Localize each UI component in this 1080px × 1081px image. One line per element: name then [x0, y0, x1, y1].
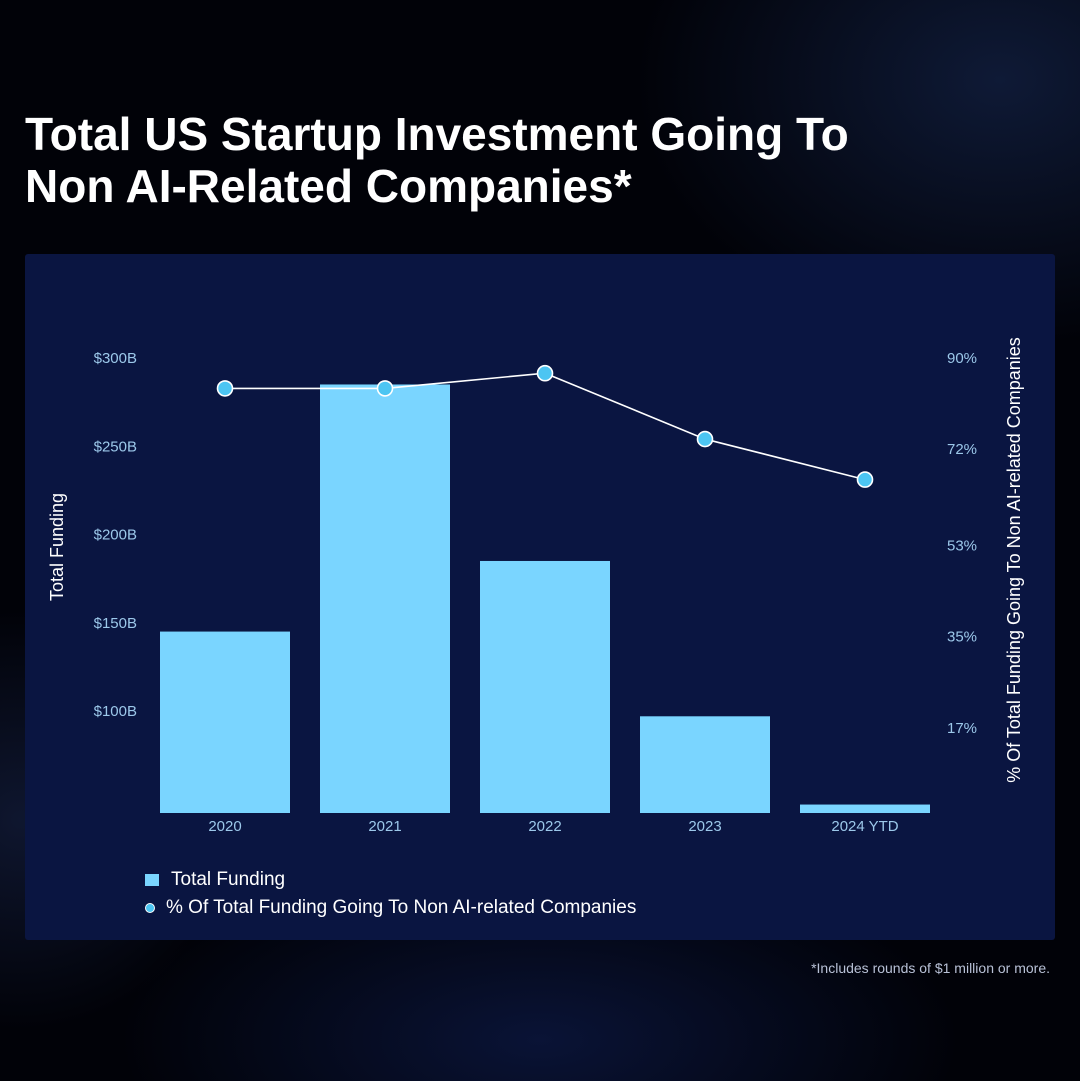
- line-point: [856, 471, 874, 488]
- y-axis-title: Total Funding: [47, 493, 67, 601]
- bar: [160, 631, 290, 813]
- x-tick-label: 2022: [528, 818, 561, 835]
- line-point: [536, 364, 554, 382]
- y-tick-label: $200B: [94, 527, 137, 544]
- legend-item-line: % Of Total Funding Going To Non AI-relat…: [145, 894, 636, 922]
- y2-tick-label: 90%: [947, 350, 977, 367]
- y2-tick-label: 17%: [947, 720, 977, 737]
- footnote: *Includes rounds of $1 million or more.: [811, 960, 1050, 976]
- y2-tick-label: 53%: [947, 537, 977, 554]
- bar: [480, 560, 610, 813]
- line-point: [376, 380, 394, 397]
- y-tick-label: $250B: [94, 438, 137, 455]
- y-tick-label: $100B: [94, 703, 137, 720]
- bar: [320, 384, 450, 813]
- legend: Total Funding % Of Total Funding Going T…: [145, 866, 636, 922]
- legend-bar-swatch: [145, 874, 159, 886]
- x-tick-label: 2023: [688, 818, 721, 835]
- bar: [800, 804, 930, 813]
- line-point: [216, 380, 234, 397]
- chart-title-line-1: Total US Startup Investment Going To: [25, 108, 849, 160]
- x-tick-label: 2024 YTD: [831, 818, 898, 835]
- y2-axis-title: % Of Total Funding Going To Non AI-relat…: [1004, 337, 1024, 783]
- x-tick-label: 2020: [208, 818, 241, 835]
- y2-tick-label: 35%: [947, 629, 977, 646]
- chart-title-line-2: Non AI-Related Companies*: [25, 160, 632, 212]
- bar: [640, 716, 770, 813]
- y-tick-label: $300B: [94, 350, 137, 367]
- legend-bar-label: Total Funding: [171, 869, 286, 890]
- legend-item-bar: Total Funding: [145, 866, 636, 894]
- y-tick-label: $150B: [94, 615, 137, 632]
- legend-line-label: % Of Total Funding Going To Non AI-relat…: [166, 897, 637, 918]
- legend-line-swatch: [145, 903, 155, 913]
- y2-tick-label: 72%: [947, 441, 977, 458]
- x-tick-label: 2021: [368, 818, 401, 835]
- line-point: [696, 430, 714, 448]
- chart-title: Total US Startup Investment Going To Non…: [25, 108, 1025, 212]
